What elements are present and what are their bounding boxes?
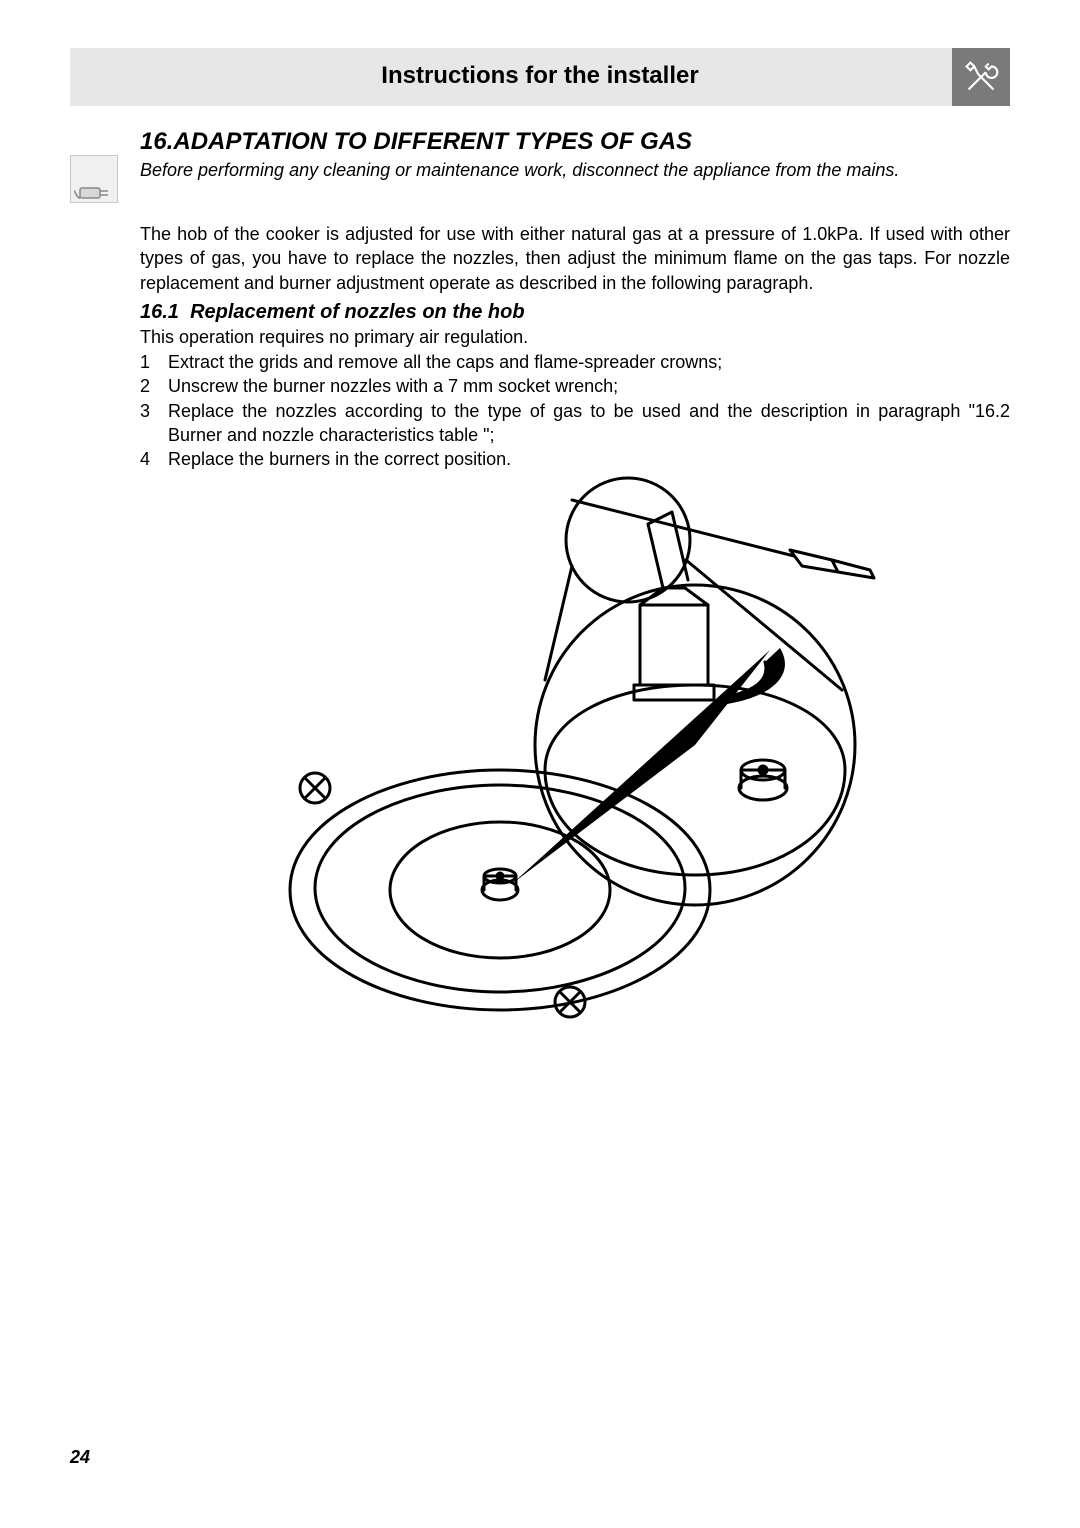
step-text: Unscrew the burner nozzles with a 7 mm s…: [168, 374, 1010, 398]
list-item: 1Extract the grids and remove all the ca…: [140, 350, 1010, 374]
step-text: Extract the grids and remove all the cap…: [168, 350, 1010, 374]
nozzle-diagram: [210, 470, 930, 1030]
section-heading: 16.ADAPTATION TO DIFFERENT TYPES OF GAS: [140, 128, 692, 156]
section-intro-paragraph: The hob of the cooker is adjusted for us…: [140, 222, 1010, 295]
page-number: 24: [70, 1447, 90, 1468]
subsection-number: 16.1: [140, 301, 179, 323]
step-number: 4: [140, 447, 168, 471]
subsection-heading: 16.1 Replacement of nozzles on the hob: [140, 301, 525, 324]
step-text: Replace the burners in the correct posit…: [168, 447, 1010, 471]
step-text: Replace the nozzles according to the typ…: [168, 399, 1010, 448]
step-number: 1: [140, 350, 168, 374]
list-item: 2Unscrew the burner nozzles with a 7 mm …: [140, 374, 1010, 398]
tools-icon: [952, 48, 1010, 106]
subsection-intro: This operation requires no primary air r…: [140, 327, 1010, 348]
section-title-text: ADAPTATION TO DIFFERENT TYPES OF GAS: [173, 128, 692, 155]
plug-warning-icon: [70, 155, 118, 203]
list-item: 3Replace the nozzles according to the ty…: [140, 399, 1010, 448]
section-number: 16.: [140, 128, 173, 155]
step-number: 3: [140, 399, 168, 448]
steps-list: 1Extract the grids and remove all the ca…: [140, 350, 1010, 471]
subsection-title-text: Replacement of nozzles on the hob: [190, 301, 524, 323]
list-item: 4Replace the burners in the correct posi…: [140, 447, 1010, 471]
page-header-title: Instructions for the installer: [0, 62, 1080, 90]
warning-text: Before performing any cleaning or mainte…: [140, 160, 1010, 181]
step-number: 2: [140, 374, 168, 398]
